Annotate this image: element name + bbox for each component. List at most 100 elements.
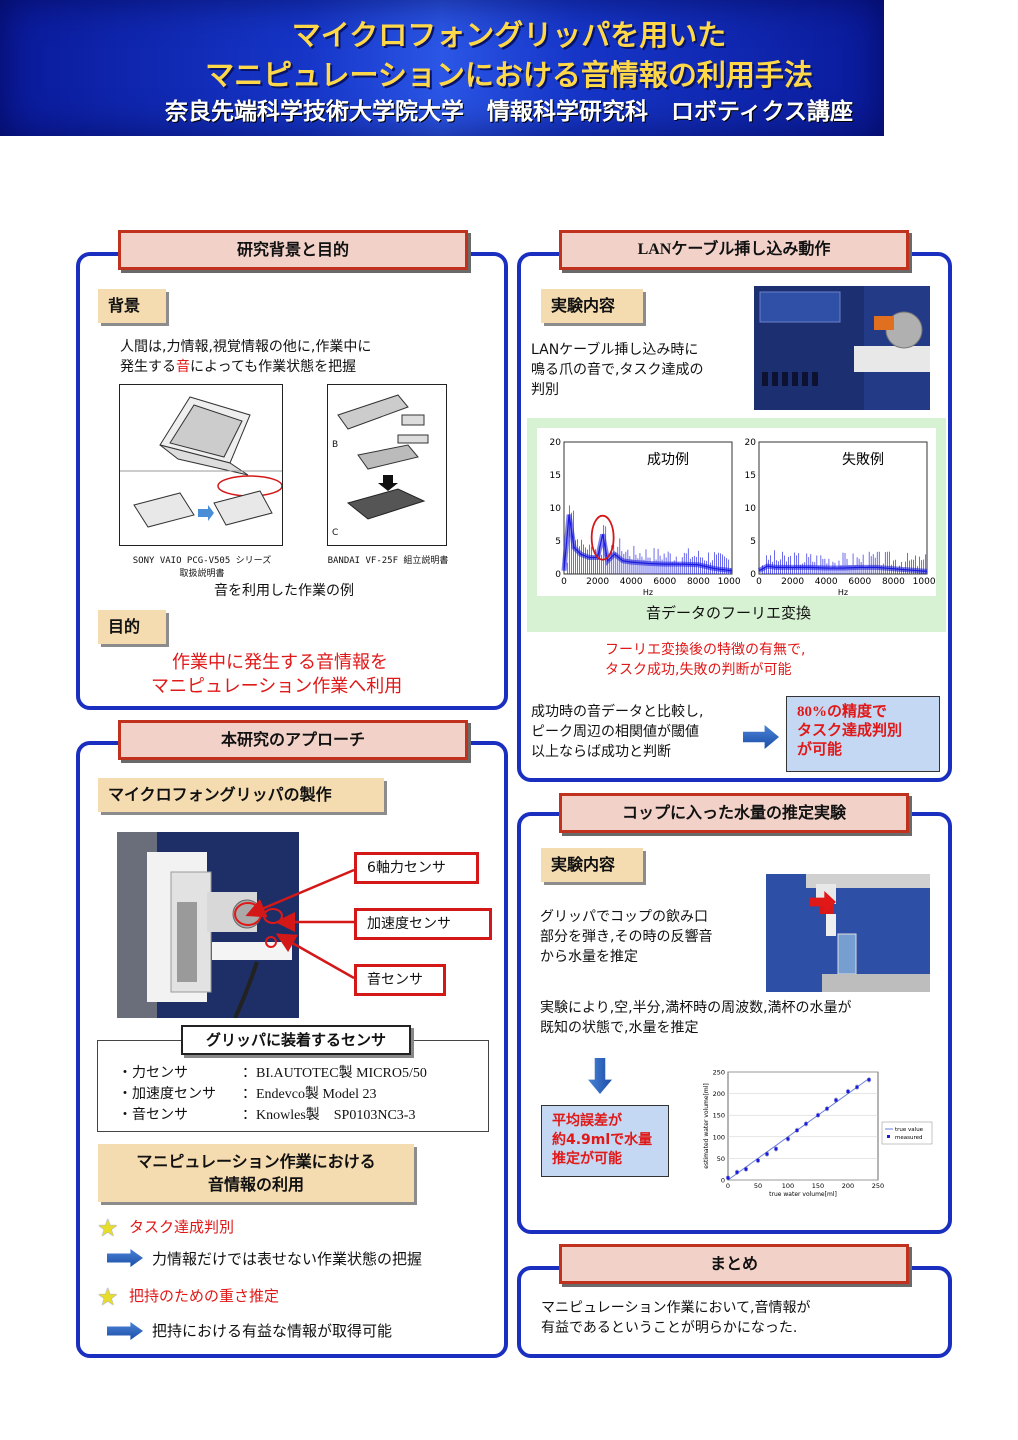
y-tick-label: 5: [555, 537, 561, 547]
item-weight-estimation: 把持のための重さ推定: [129, 1287, 280, 1305]
measured-point: [744, 1167, 748, 1171]
model-kit-manual-image: B C: [327, 384, 447, 546]
x-tick-label: 150: [812, 1182, 824, 1190]
figure-caption-sound-example: 音を利用した作業の例: [214, 583, 354, 599]
x-tick-label: 0: [756, 577, 762, 587]
y-tick-label: 15: [550, 471, 561, 481]
header-lan: LANケーブル挿し込み動作: [559, 230, 909, 270]
x-tick-label: 2000: [586, 577, 609, 587]
sub-background: 背景: [98, 289, 166, 323]
x-tick-label: 4000: [620, 577, 643, 587]
measured-point: [825, 1107, 829, 1111]
y-tick-label: 20: [745, 438, 757, 448]
lan-text-2: 鳴る爪の音で,タスク達成の: [531, 362, 704, 378]
x-tick-label: 50: [754, 1182, 762, 1190]
purpose-text-2: マニピュレーション作業へ利用: [151, 676, 403, 697]
chart-fail: 0 5 10 15 20 0 2000 4000 6000 8000 10000 Hz 失敗例: [745, 438, 935, 596]
sub-cup-experiment: 実験内容: [541, 848, 643, 882]
label-sound-sensor: 音センサ: [354, 964, 446, 996]
summary-text-2: 有益であるということが明らかになった.: [541, 1320, 798, 1336]
measured-point: [756, 1158, 760, 1163]
y-tick-label: 250: [713, 1069, 725, 1077]
x-tick-label: 200: [842, 1182, 854, 1190]
x-axis-label: Hz: [643, 588, 653, 596]
sensor-spec-2: ：Endevco製 Model 23: [242, 1087, 377, 1102]
header-approach: 本研究のアプローチ: [118, 720, 468, 760]
x-tick-label: 250: [872, 1182, 884, 1190]
cup-result-box: 平均誤差が 約4.9mlで水量 推定が可能: [541, 1105, 669, 1177]
y-tick-label: 10: [745, 504, 757, 514]
x-tick-label: 8000: [882, 577, 905, 587]
series-line: [563, 514, 733, 572]
cup-text-2: 部分を弾き,その時の反響音: [540, 929, 713, 945]
lan-result-box: 80%の精度で タスク達成判別 が可能: [786, 696, 940, 772]
sensor-name-2: ・加速度センサ: [118, 1087, 216, 1102]
measured-point: [834, 1098, 838, 1102]
chart-title: 失敗例: [842, 452, 884, 468]
y-tick-label: 150: [713, 1112, 725, 1120]
x-axis-label: Hz: [838, 588, 848, 596]
x-axis-label: true water volume[ml]: [769, 1191, 837, 1198]
measured-point: [816, 1113, 820, 1117]
x-tick-label: 10000: [913, 577, 935, 587]
title-line-2: マニピュレーションにおける音情報の利用手法: [205, 58, 813, 92]
right-arrow-icon: [107, 1322, 143, 1340]
series-noise: [566, 505, 732, 574]
affiliation: 奈良先端科学技術大学院大学 情報科学研究科 ロボティクス講座: [165, 99, 853, 125]
y-tick-label: 0: [555, 570, 561, 580]
x-tick-label: 0: [561, 577, 567, 587]
chart-water: 0 50 100 150 200 250 0 50 100 150 200 250 true water…: [703, 1069, 933, 1198]
measured-point: [804, 1122, 808, 1126]
caption-laptop-2: 取扱説明書: [179, 569, 225, 579]
y-tick-label: 10: [550, 504, 562, 514]
caption-kit: BANDAI VF-25F 組立説明書: [327, 556, 449, 566]
sensor-name-3: ・音センサ: [118, 1108, 188, 1123]
x-tick-label: 6000: [848, 577, 871, 587]
sub-sound-use: マニピュレーション作業における 音情報の利用: [98, 1144, 414, 1202]
laptop-manual-image: [119, 384, 283, 546]
cup-text-3: から水量を推定: [540, 949, 638, 965]
y-tick-label: 0: [721, 1177, 725, 1185]
gripper-photo: [117, 832, 299, 1019]
sensor-pointer-arrows: [245, 868, 355, 980]
measured-point: [774, 1147, 778, 1151]
cup-text-5: 既知の状態で,水量を推定: [540, 1020, 699, 1036]
y-axis-label: estimated water volume[ml]: [703, 1083, 710, 1169]
lan-text-1: LANケーブル挿し込み時に: [531, 342, 699, 358]
measured-point: [735, 1170, 739, 1174]
measured-point: [795, 1128, 799, 1132]
measured-point: [765, 1152, 769, 1156]
fourier-caption: 音データのフーリエ変換: [646, 604, 812, 622]
x-tick-label: 100: [782, 1182, 794, 1190]
right-arrow-icon: [107, 1249, 143, 1267]
lan-compare-3: 以上ならば成功と判断: [531, 744, 671, 760]
star-icon: ★: [97, 1283, 119, 1311]
measured-point: [726, 1176, 730, 1180]
x-tick-label: 4000: [815, 577, 838, 587]
x-tick-label: 8000: [687, 577, 710, 587]
y-tick-label: 50: [717, 1155, 725, 1163]
peak-highlight: [590, 514, 615, 561]
bg-text-2: 発生する音によっても作業状態を把握: [120, 359, 357, 375]
sensor-spec-3: ：Knowles製 SP0103NC3-3: [242, 1108, 416, 1123]
x-tick-label: 10000: [718, 577, 740, 587]
x-tick-label: 2000: [781, 577, 804, 587]
y-tick-label: 5: [750, 537, 756, 547]
legend-measured: measured: [895, 1135, 922, 1141]
lan-text-3: 判別: [531, 382, 559, 398]
item-task-judgement-desc: 力情報だけでは表せない作業状態の把握: [152, 1250, 423, 1268]
y-tick-label: 200: [713, 1090, 725, 1098]
caption-laptop-1: SONY VAIO PCG-V505 シリーズ: [132, 556, 272, 566]
measured-point: [846, 1089, 850, 1094]
chart-title: 成功例: [647, 452, 689, 468]
header-background: 研究背景と目的: [118, 230, 468, 270]
sub-lan-experiment: 実験内容: [541, 289, 643, 323]
sub-microphone-gripper: マイクロフォングリッパの製作: [98, 778, 384, 812]
y-tick-label: 15: [745, 471, 756, 481]
legend-box: [881, 1121, 933, 1145]
measured-point: [786, 1137, 790, 1141]
svg-text:C: C: [332, 528, 338, 538]
legend-true-value: true value: [895, 1127, 924, 1133]
sensor-box-title: グリッパに装着するセンサ: [181, 1025, 411, 1055]
item-weight-estimation-desc: 把持における有益な情報が取得可能: [152, 1322, 393, 1340]
